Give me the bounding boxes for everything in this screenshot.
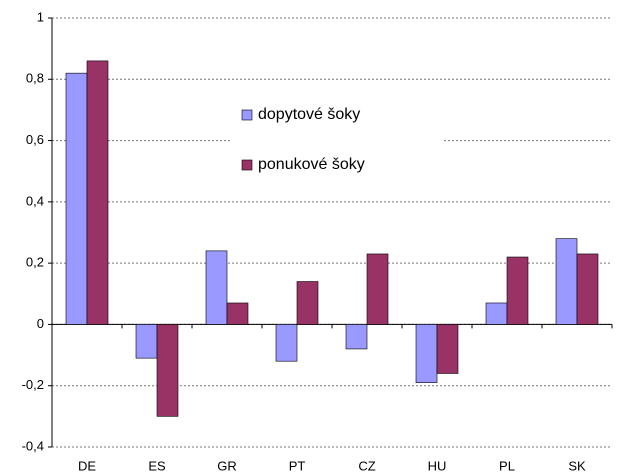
bar (226, 302, 249, 325)
y-tick-label: -0,2 (22, 377, 44, 392)
bar (506, 256, 529, 325)
bar (436, 324, 459, 374)
bar (366, 253, 389, 325)
x-tick-label: PL (499, 458, 515, 473)
x-tick-label: ES (148, 458, 166, 473)
bar (156, 324, 179, 417)
y-tick-label: 0,4 (26, 193, 44, 208)
legend-box (232, 95, 442, 185)
x-tick-label: HU (428, 458, 447, 473)
y-tick-label: 0,2 (26, 255, 44, 270)
y-tick-label: 0,6 (26, 132, 44, 147)
bar (205, 250, 228, 325)
legend-swatch (241, 159, 253, 171)
bar (275, 324, 298, 362)
bar (555, 238, 578, 325)
bar (86, 60, 109, 325)
bar (296, 281, 319, 325)
y-tick-label: -0,4 (22, 438, 44, 453)
bar (415, 324, 438, 383)
bar (135, 324, 158, 359)
x-tick-label: CZ (358, 458, 375, 473)
bar (485, 302, 508, 325)
legend-swatch (241, 109, 253, 121)
y-tick-label: 1 (37, 9, 44, 24)
bar (65, 72, 88, 325)
x-tick-label: PT (289, 458, 306, 473)
x-tick-label: DE (78, 458, 96, 473)
x-tick-label: SK (568, 458, 586, 473)
bar (345, 324, 368, 350)
legend-label: dopytové šoky (258, 106, 360, 123)
y-tick-label: 0 (37, 316, 44, 331)
legend-label: ponukové šoky (258, 156, 365, 173)
x-tick-label: GR (217, 458, 237, 473)
y-tick-label: 0,8 (26, 71, 44, 86)
bar (576, 253, 599, 325)
